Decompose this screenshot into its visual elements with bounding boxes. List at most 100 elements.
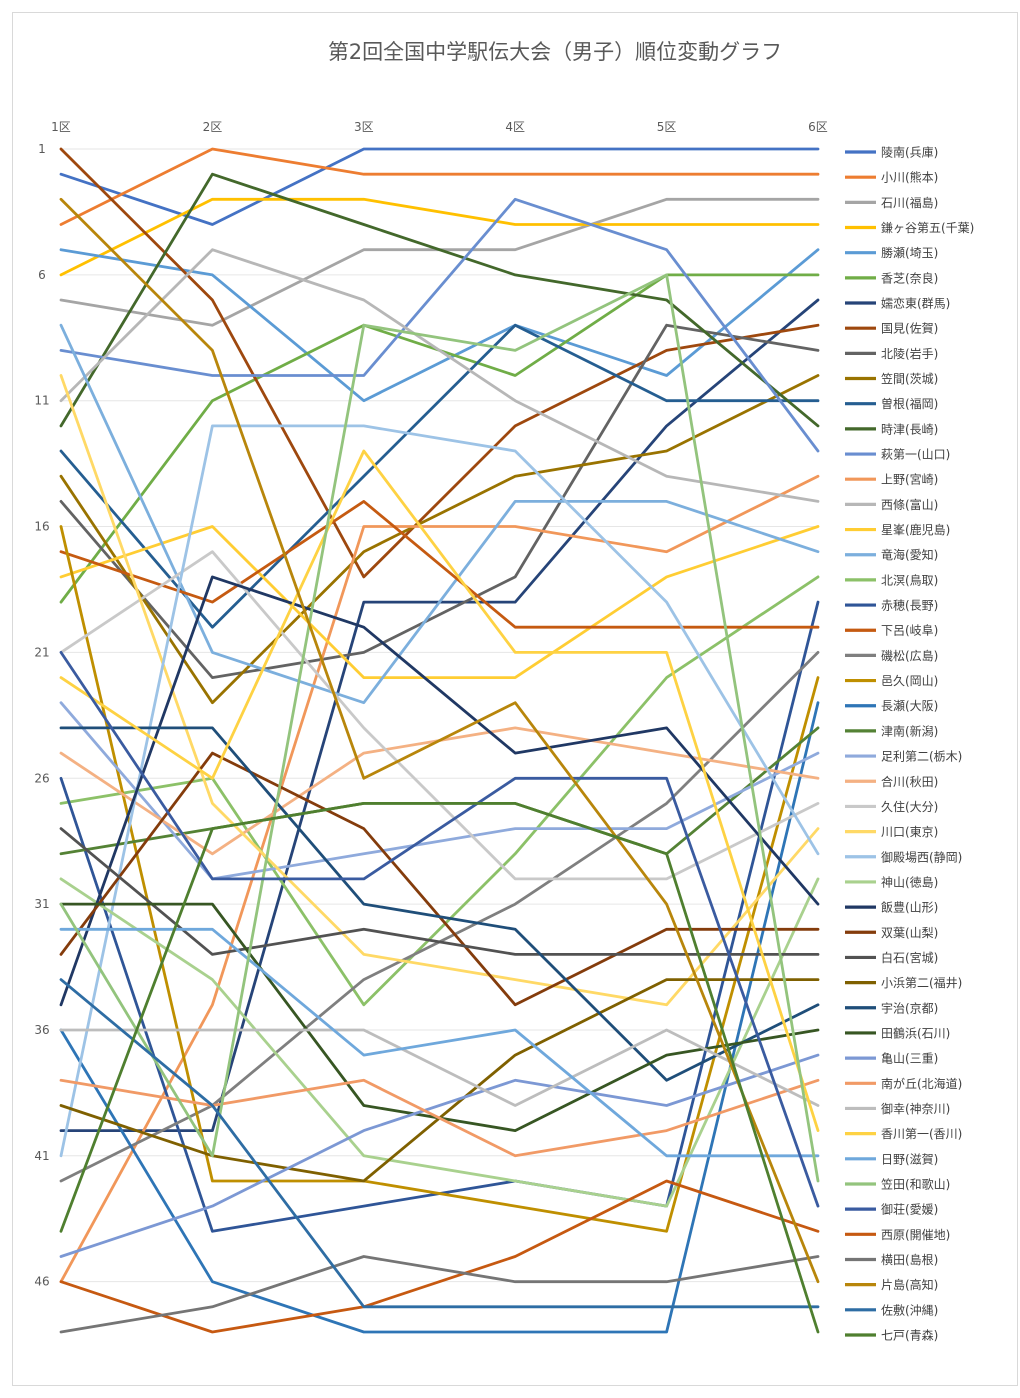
- legend-label: 久住(大分): [881, 800, 938, 814]
- y-tick-label: 1: [38, 142, 46, 156]
- legend-label: 香芝(奈良): [881, 270, 938, 285]
- series-line: [59, 374, 820, 1007]
- legend-label: 合川(秋田): [881, 774, 938, 789]
- legend-label: 双葉(山梨): [881, 926, 938, 940]
- legend-label: 亀山(三重): [881, 1052, 938, 1066]
- chart-title: 第2回全国中学駅伝大会（男子）順位変動グラフ: [327, 40, 783, 64]
- series-line: [59, 1078, 820, 1158]
- legend-label: 長瀬(大阪): [881, 699, 938, 713]
- legend-label: 神山(徳島): [881, 874, 938, 889]
- legend-label: 勝瀬(埼玉): [881, 245, 938, 260]
- y-tick-label: 16: [34, 520, 49, 534]
- legend-label: 宇治(京都): [881, 1001, 938, 1015]
- legend-label: 御荘(愛媛): [881, 1202, 938, 1217]
- series-line: [59, 575, 820, 1007]
- x-axis-ticks: 1区 2区 3区 4区 5区 6区: [51, 120, 828, 134]
- series-line: [59, 449, 820, 1132]
- legend-label: 西條(富山): [881, 497, 938, 512]
- y-tick-label: 11: [34, 394, 49, 408]
- y-tick-label: 6: [38, 268, 46, 282]
- series-line: [59, 1179, 820, 1334]
- legend-label: 小浜第二(福井): [881, 975, 962, 990]
- legend-label: 石川(福島): [881, 195, 938, 210]
- legend-label: 時津(長崎): [881, 422, 938, 436]
- series-line: [59, 1028, 820, 1107]
- legend: 陵南(兵庫) 小川(熊本) 石川(福島) 鎌ヶ谷第五(千葉) 勝瀬(埼玉) 香芝(奈良) 嬬…: [845, 145, 974, 1342]
- series-line: [59, 197, 820, 277]
- y-tick-label: 26: [34, 771, 49, 785]
- legend-label: 笠田(和歌山): [881, 1176, 950, 1191]
- y-tick-label: 46: [34, 1275, 49, 1289]
- legend-label: 西原(開催地): [881, 1228, 950, 1242]
- series-line: [59, 323, 820, 705]
- series-line: [59, 978, 820, 1183]
- x-tick-label: 2区: [203, 120, 223, 134]
- x-tick-label: 5区: [657, 120, 677, 134]
- series-line: [59, 474, 820, 1284]
- legend-label: 赤穂(長野): [881, 599, 938, 613]
- series-line: [59, 802, 820, 1334]
- series-line: [59, 1053, 820, 1258]
- legend-label: 横田(島根): [881, 1252, 938, 1267]
- y-tick-label: 41: [34, 1149, 49, 1163]
- series-line: [59, 197, 820, 1284]
- legend-label: 嬬恋東(群馬): [881, 296, 950, 311]
- y-tick-label: 21: [34, 645, 49, 659]
- legend-label: 片島(高知): [881, 1277, 938, 1292]
- series-line: [59, 273, 820, 1183]
- legend-label: 南が丘(北海道): [881, 1076, 962, 1091]
- series-line: [59, 499, 820, 629]
- series-line: [59, 978, 820, 1309]
- series-lines: [59, 147, 820, 1334]
- series-line: [59, 374, 820, 705]
- series-line: [59, 424, 820, 1158]
- legend-label: 萩第一(山口): [881, 448, 950, 462]
- series-line: [59, 575, 820, 1007]
- series-line: [59, 172, 820, 428]
- series-line: [59, 248, 820, 503]
- legend-label: 七戸(青森): [881, 1327, 938, 1342]
- legend-label: 川口(東京): [881, 825, 938, 839]
- series-line: [59, 827, 820, 956]
- legend-label: 田鶴浜(石川): [881, 1025, 950, 1040]
- legend-label: 小川(熊本): [881, 170, 938, 185]
- legend-label: 飯豊(山形): [881, 900, 938, 915]
- legend-label: 香川第一(香川): [881, 1127, 962, 1141]
- series-line: [59, 877, 820, 1208]
- series-line: [59, 1255, 820, 1334]
- legend-label: 津南(新潟): [881, 723, 938, 738]
- series-line: [59, 701, 820, 881]
- series-line: [59, 248, 820, 403]
- legend-label: 白石(宮城): [881, 950, 938, 965]
- x-tick-label: 3区: [354, 120, 374, 134]
- legend-label: 磯松(広島): [881, 648, 938, 663]
- legend-label: 下呂(岐阜): [881, 624, 938, 638]
- series-line: [59, 525, 820, 679]
- legend-label: 陵南(兵庫): [881, 145, 938, 160]
- series-line: [59, 651, 820, 1208]
- legend-label: 星峯(鹿児島): [881, 522, 950, 537]
- legend-label: 鎌ヶ谷第五(千葉): [881, 220, 974, 235]
- chart-frame: [12, 12, 1018, 1386]
- legend-label: 日野(滋賀): [881, 1152, 938, 1166]
- legend-label: 御殿場西(静岡): [881, 849, 962, 864]
- legend-label: 足利第二(栃木): [881, 750, 962, 764]
- legend-label: 北陵(岩手): [881, 346, 938, 361]
- series-line: [59, 927, 820, 1158]
- x-tick-label: 1区: [51, 120, 71, 134]
- series-line: [59, 197, 820, 453]
- legend-label: 北溟(鳥取): [881, 572, 938, 587]
- legend-label: 上野(宮崎): [881, 472, 938, 487]
- y-tick-label: 31: [34, 897, 49, 911]
- series-line: [59, 726, 820, 1082]
- legend-label: 竜海(愛知): [881, 547, 938, 562]
- legend-label: 御幸(神奈川): [881, 1101, 950, 1116]
- legend-label: 佐敷(沖縄): [881, 1302, 938, 1317]
- legend-label: 国見(佐賀): [881, 322, 938, 336]
- x-tick-label: 6区: [808, 120, 828, 134]
- legend-label: 邑久(岡山): [881, 674, 938, 688]
- legend-label: 笠間(茨城): [881, 371, 938, 386]
- legend-label: 曽根(福岡): [881, 396, 938, 411]
- y-tick-label: 36: [34, 1023, 49, 1037]
